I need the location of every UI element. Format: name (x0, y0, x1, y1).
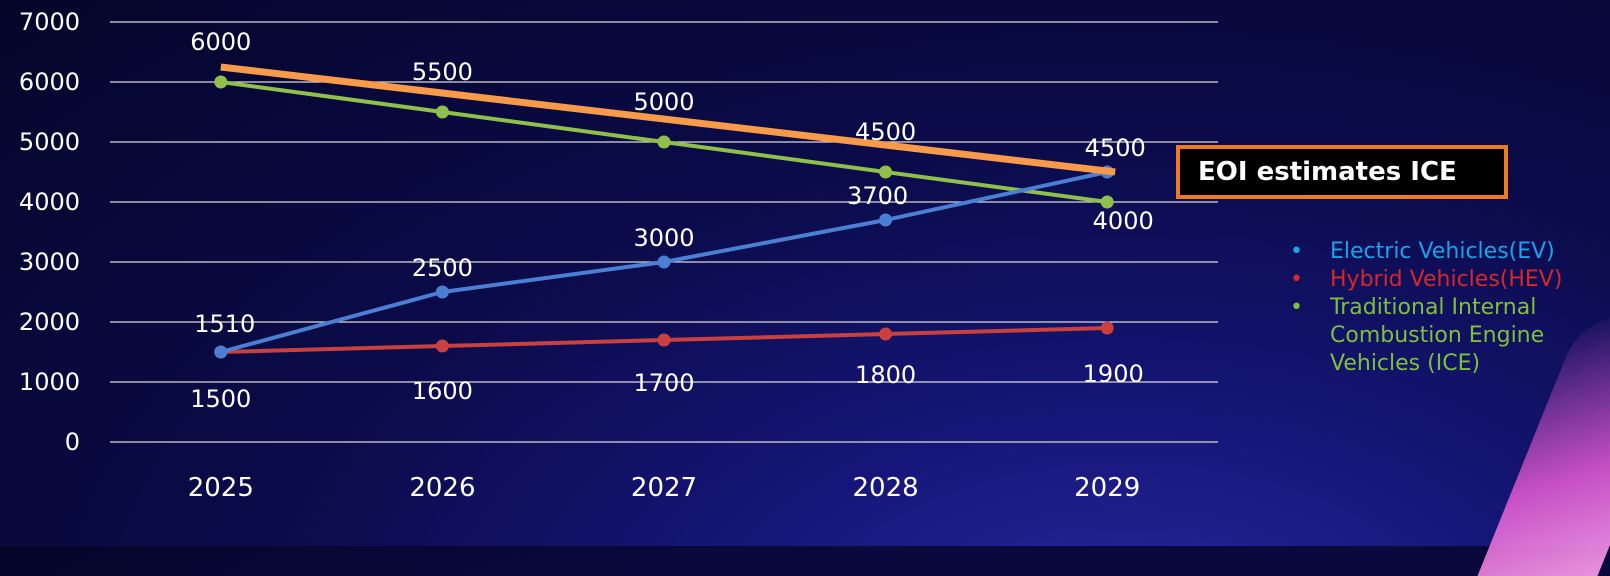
data-point (214, 75, 228, 89)
data-point (214, 345, 228, 359)
y-tick-label: 5000 (19, 128, 80, 156)
data-label-ev: 3700 (847, 182, 908, 210)
data-label-hev: 1700 (633, 369, 694, 397)
y-tick-label: 0 (65, 428, 80, 456)
data-point (879, 165, 893, 179)
y-axis-ticks: 0 1000 2000 3000 4000 5000 6000 7000 (19, 8, 80, 456)
x-tick-label: 2028 (853, 473, 919, 503)
legend-bullet: • (1290, 239, 1303, 264)
data-label-hev: 1500 (190, 385, 251, 413)
data-label-ev: 1510 (194, 310, 255, 338)
data-label-ice: 5000 (633, 88, 694, 116)
data-label-ev: 4500 (1085, 134, 1146, 162)
eoi-trend-line (220, 63, 1116, 176)
data-point (435, 339, 449, 353)
legend-item-hev[interactable]: • Hybrid Vehicles(HEV) (1290, 266, 1600, 294)
chart-legend: • Electric Vehicles(EV) • Hybrid Vehicle… (1290, 238, 1600, 378)
data-labels: 6000 5500 5000 4500 4000 1510 2500 3000 3700 4500… (190, 28, 1153, 413)
data-label-ice: 6000 (190, 28, 251, 56)
legend-label-hev: Hybrid Vehicles(HEV) (1330, 267, 1563, 292)
data-point (879, 327, 893, 341)
x-tick-label: 2025 (188, 473, 254, 503)
data-label-hev: 1600 (412, 377, 473, 405)
data-point (657, 255, 671, 269)
y-tick-label: 1000 (19, 368, 80, 396)
data-point (435, 285, 449, 299)
data-point (657, 135, 671, 149)
data-label-ice: 4000 (1093, 207, 1154, 235)
data-label-ev: 2500 (412, 254, 473, 282)
data-point (879, 213, 893, 227)
data-label-ev: 3000 (633, 224, 694, 252)
x-tick-label: 2029 (1074, 473, 1140, 503)
y-tick-label: 2000 (19, 308, 80, 336)
y-tick-label: 4000 (19, 188, 80, 216)
legend-label-ev: Electric Vehicles(EV) (1330, 239, 1555, 264)
eoi-annotation-box: EOI estimates ICE (1176, 145, 1508, 199)
data-point (657, 333, 671, 347)
data-label-ice: 5500 (412, 58, 473, 86)
x-tick-label: 2026 (409, 473, 475, 503)
legend-bullet: • (1290, 267, 1303, 292)
series-lines (214, 63, 1116, 359)
y-tick-label: 3000 (19, 248, 80, 276)
data-point (1100, 321, 1114, 335)
data-label-hev: 1800 (855, 361, 916, 389)
x-axis-ticks: 2025 2026 2027 2028 2029 (188, 473, 1141, 503)
data-label-hev: 1900 (1083, 360, 1144, 388)
y-tick-label: 6000 (19, 68, 80, 96)
legend-label-ice: Traditional Internal Combustion Engine V… (1330, 295, 1545, 376)
y-tick-label: 7000 (19, 8, 80, 36)
x-tick-label: 2027 (631, 473, 697, 503)
legend-bullet: • (1290, 295, 1303, 320)
legend-item-ev[interactable]: • Electric Vehicles(EV) (1290, 238, 1600, 266)
legend-item-ice[interactable]: • Traditional Internal Combustion Engine… (1290, 294, 1600, 378)
data-point (1100, 195, 1114, 209)
data-label-ice: 4500 (855, 118, 916, 146)
data-point (435, 105, 449, 119)
